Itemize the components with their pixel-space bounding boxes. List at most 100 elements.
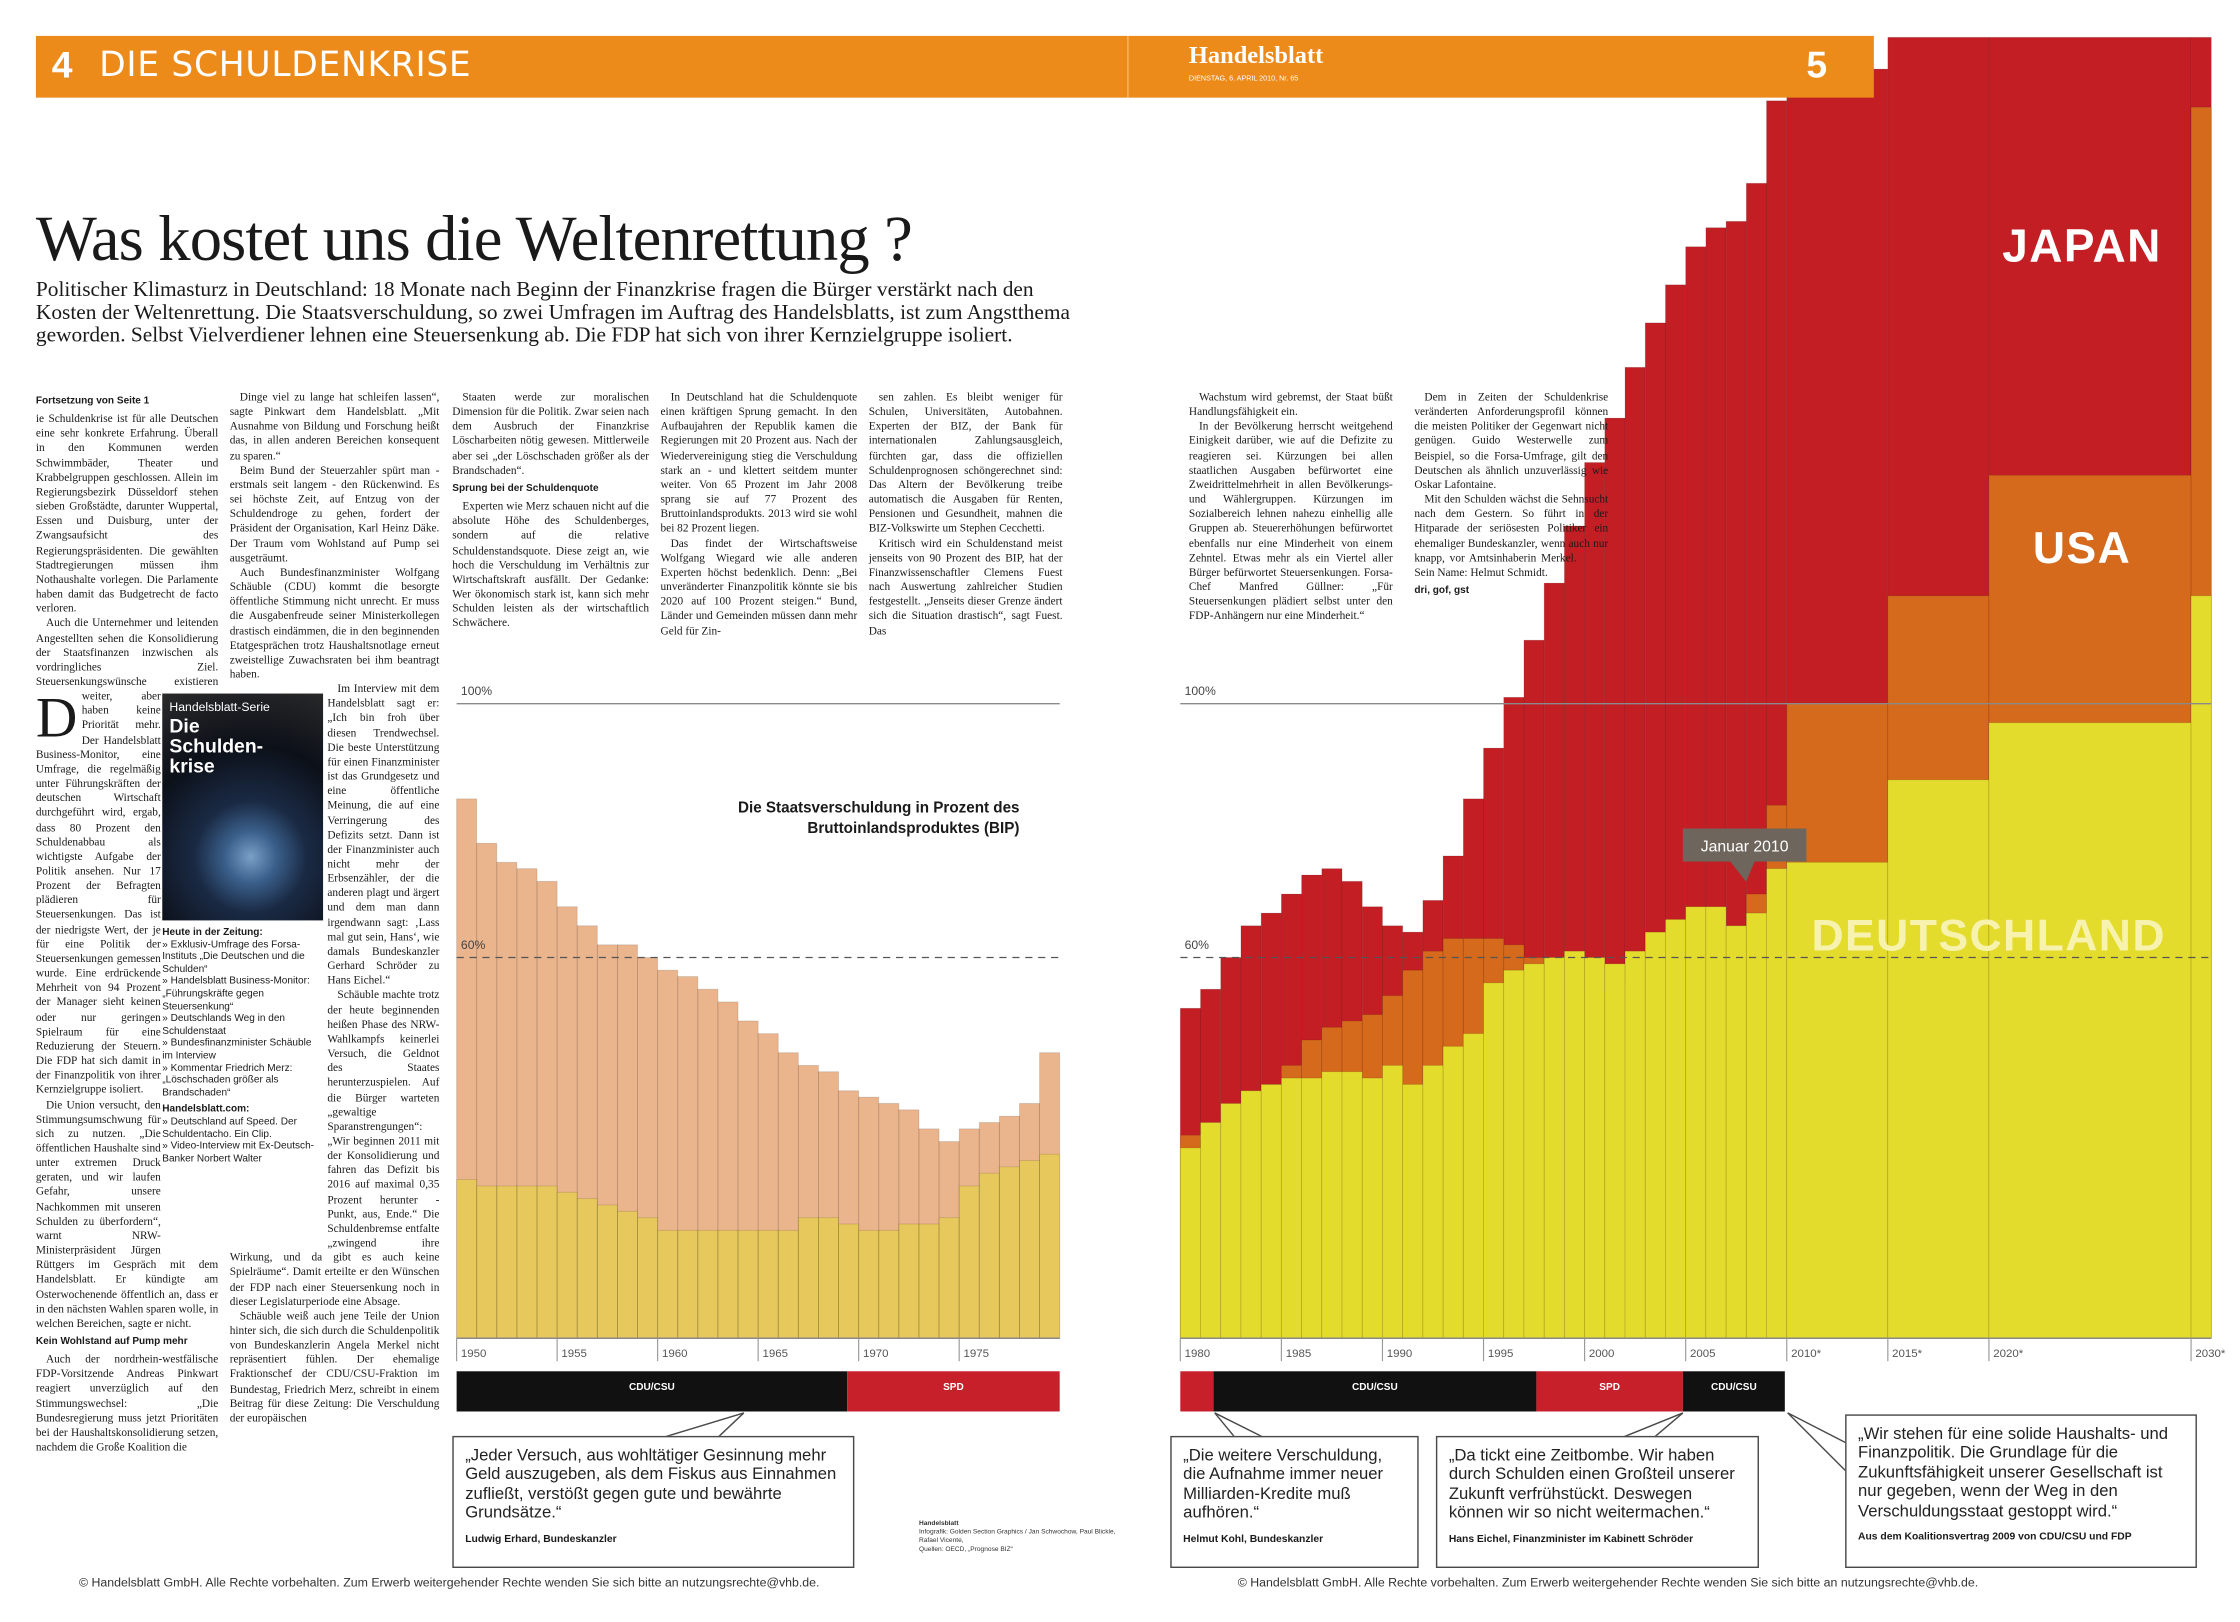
quote: „Da tickt eine Zeitbombe. Wir haben durc… — [1448, 1445, 1735, 1523]
infobox-item: » Bundesfinanzminister Schäuble im Inter… — [162, 1038, 312, 1062]
bars — [456, 36, 2212, 1339]
subheading: Kein Wohlstand auf Pump mehr — [35, 1336, 188, 1347]
paragraph: Die Union versucht, den Stimmungsumschwu… — [35, 1097, 219, 1330]
paragraph: Auch Bundesfinanzminister Wolfgang Schäu… — [229, 565, 440, 681]
quote: „Die weitere Verschuldung, die Aufnahme … — [1183, 1445, 1384, 1523]
bar — [1685, 906, 1707, 1339]
bar — [1563, 950, 1586, 1339]
paragraph: In Deutschland hat die Schuldenquote ein… — [660, 390, 858, 535]
annotation-box — [1682, 828, 1807, 862]
bar — [998, 1166, 1020, 1339]
x-tick-label: 1955 — [561, 1348, 587, 1360]
bar — [516, 1185, 538, 1339]
annotation: Januar 2010 — [1701, 838, 1789, 855]
bar — [1321, 1071, 1343, 1339]
bar — [637, 1217, 659, 1339]
bar — [1745, 912, 1767, 1339]
bar — [1422, 1064, 1444, 1339]
bar — [677, 1229, 699, 1339]
quote-pointer — [1214, 1412, 1264, 1438]
government-label: SPD — [943, 1382, 964, 1393]
government-bar — [847, 1371, 1060, 1412]
bar — [838, 1223, 860, 1339]
bar — [717, 1229, 739, 1339]
y-tick-label: 60% — [461, 938, 486, 952]
paragraph: Kritisch wird ein Schuldenstand meist je… — [868, 536, 1063, 637]
x-tick-label: 1965 — [762, 1348, 788, 1360]
paragraph: Die Schuldenkrise ist für alle Deutschen… — [35, 412, 219, 750]
bar — [476, 1185, 498, 1339]
infobox-series: Handelsblatt-Serie — [169, 699, 270, 714]
x-tick-label: 1985 — [1286, 1348, 1312, 1360]
bar — [918, 1223, 940, 1339]
bar — [1301, 1077, 1323, 1339]
credit-line: Handelsblatt — [918, 1519, 959, 1527]
gutter — [1127, 35, 1129, 98]
x-tick-label: 2015* — [1892, 1348, 1923, 1360]
bar — [1705, 906, 1727, 1339]
credits: Handelsblatt Infografik: Golden Section … — [919, 1519, 1120, 1553]
text-column: Wachstum wird gebremst, der Staat büßt H… — [1189, 391, 1393, 667]
subheading: dri, gof, gst — [1414, 585, 1470, 596]
x-tick-label: 1970 — [863, 1348, 889, 1360]
section-title: DIE SCHULDENKRISE — [99, 44, 472, 85]
text-column: Staaten werde zur moralischen Dimension … — [452, 391, 649, 667]
bar — [1503, 969, 1525, 1339]
paragraph: Wachstum wird gebremst, der Staat büßt H… — [1188, 390, 1393, 419]
infobox-item: » Video-Interview mit Ex-Deutsch-Banker … — [162, 1141, 315, 1165]
x-tick-label: 2030* — [2195, 1348, 2226, 1360]
paragraph: Experten wie Merz schauen nicht auf die … — [452, 499, 650, 630]
page-number: 5 — [1806, 43, 1828, 87]
bar — [1766, 868, 1788, 1339]
quote-pointer — [663, 1412, 745, 1439]
quote: „Jeder Versuch, aus wohltätiger Gesinnun… — [465, 1445, 837, 1523]
government-bar — [1213, 1371, 1537, 1412]
infobox-heading: Heute in der Zeitung: — [162, 927, 263, 938]
text-column: Dinge viel zu lange hat schleifen lassen… — [230, 391, 440, 1583]
government-bar — [1536, 1371, 1683, 1412]
paragraph: Schäuble weiß auch jene Teile der Union … — [229, 1309, 440, 1425]
government-label: CDU/CSU — [1711, 1382, 1757, 1393]
quote-pointer — [1622, 1412, 1684, 1438]
y-tick-label: 100% — [1185, 684, 1216, 698]
bar — [1240, 1090, 1262, 1339]
paragraph: Dem in Zeiten der Schuldenkrise veränder… — [1414, 390, 1609, 491]
bar — [1523, 963, 1545, 1339]
bar — [1988, 722, 2192, 1339]
bar — [737, 1229, 759, 1339]
x-tick-label: 1995 — [1488, 1348, 1514, 1360]
bar — [1786, 861, 1889, 1339]
quote-box: „Da tickt eine Zeitbombe. Wir haben durc… — [1435, 1435, 1759, 1568]
paragraph: sen zahlen. Es bleibt weniger für Schule… — [868, 390, 1063, 535]
x-tick-label: 1960 — [662, 1348, 688, 1360]
series-label: DEUTSCHLAND — [1811, 912, 2165, 961]
bar — [1604, 963, 1626, 1339]
quote-box: „Wir stehen für eine solide Haushalts- u… — [1845, 1414, 2197, 1568]
bar — [958, 1185, 980, 1339]
bar — [456, 1179, 478, 1339]
paragraph: Mit den Schulden wächst die Sehnsucht na… — [1414, 492, 1609, 579]
text-column: Fortsetzung von Seite 1 Die Schuldenkrise… — [36, 391, 218, 1583]
bar — [1039, 1153, 1061, 1339]
y-tick-label: 100% — [461, 684, 492, 698]
bar — [697, 1229, 719, 1339]
bar — [1887, 779, 1990, 1339]
bar — [2190, 595, 2212, 1339]
x-tick-label: 2010* — [1791, 1348, 1822, 1360]
infobox-heading: Handelsblatt.com: — [162, 1104, 250, 1115]
quote-source: Aus dem Koalitionsvertrag 2009 von CDU/C… — [1858, 1529, 2132, 1543]
bar — [556, 1191, 578, 1339]
bar — [496, 1185, 518, 1339]
bar — [536, 1185, 558, 1339]
paragraph: In der Bevölkerung herrscht weitgehend E… — [1188, 419, 1393, 623]
masthead: Handelsblatt — [1188, 41, 1324, 69]
bar — [1179, 1147, 1201, 1339]
paragraph: Das findet der Wirtschaftsweise Wolfgang… — [660, 536, 858, 637]
bar — [938, 1217, 960, 1339]
annotation-pointer — [1730, 861, 1755, 882]
bar — [1260, 1083, 1282, 1339]
infobox-item: » Kommentar Friedrich Merz: „Löschschade… — [162, 1063, 293, 1099]
infobox-list: Heute in der Zeitung: » Exklusiv-Umfrage… — [162, 920, 323, 1166]
